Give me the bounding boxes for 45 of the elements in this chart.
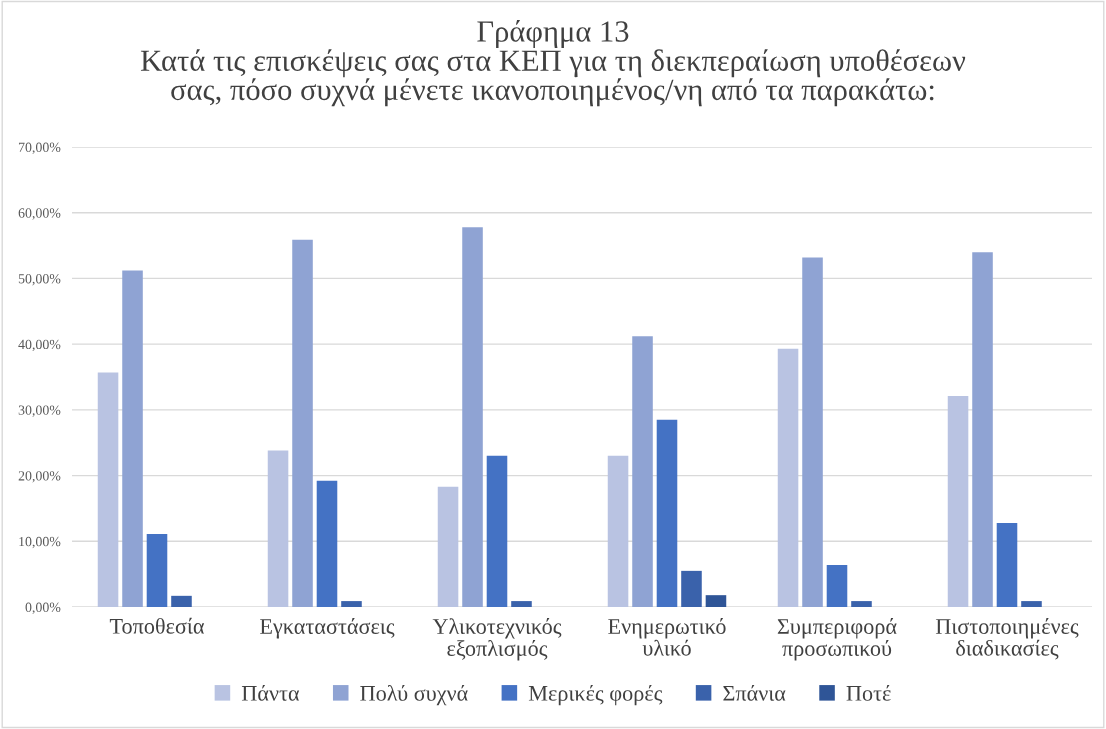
- bar: [972, 252, 993, 607]
- y-tick-label: 20,00%: [18, 471, 61, 483]
- y-tick-label: 60,00%: [18, 208, 61, 220]
- y-tick-label: 0,00%: [25, 602, 61, 614]
- x-tick-label: Εγκαταστάσεις: [260, 618, 395, 639]
- bar: [146, 534, 168, 607]
- bar: [607, 455, 629, 607]
- bar: [705, 595, 727, 607]
- legend-label: Πάντα: [241, 684, 300, 701]
- bar: [122, 270, 143, 607]
- bar: [826, 564, 848, 607]
- y-tick-label: 30,00%: [18, 405, 61, 417]
- x-tick-label: Συμπεριφορά προσωπικού: [777, 618, 897, 661]
- bar: [316, 480, 338, 607]
- bar: [996, 522, 1018, 607]
- bar: [681, 570, 702, 607]
- y-tick-label: 40,00%: [18, 339, 61, 352]
- bar: [632, 336, 653, 607]
- legend-label: Ποτέ: [846, 684, 891, 701]
- x-tick-label: Υλικοτεχνικός εξοπλισμός: [432, 618, 562, 661]
- bar: [341, 601, 362, 607]
- bar: [97, 372, 119, 607]
- x-tick-label: Ενημερωτικό υλικό: [608, 618, 726, 656]
- chart-title: Γράφημα 13 Κατά τις επισκέψεις σας στα ΚΕΠ για τη διεκπεραίωση υποθέσεων σας, πόσο συχνά μένετε ικανοποιημένος/νη από τα παρακάτω:: [140, 20, 966, 107]
- legend-label: Μερικές φορές: [528, 684, 663, 706]
- bar: [777, 348, 799, 607]
- bar: [947, 396, 969, 607]
- bar: [656, 419, 678, 607]
- legend-label: Πολύ συχνά: [360, 684, 468, 706]
- bar: [267, 450, 289, 607]
- bar: [171, 595, 192, 607]
- bar: [292, 239, 313, 607]
- y-tick-label: 70,00%: [18, 142, 61, 154]
- bar: [511, 601, 532, 607]
- bar: [486, 455, 508, 607]
- bar: [1021, 601, 1042, 607]
- x-tick-label: Πιστοποιημένες διαδικασίες: [935, 618, 1079, 660]
- legend-label: Σπάνια: [723, 684, 786, 701]
- x-tick-label: Τοποθεσία: [109, 617, 205, 634]
- bar: [437, 486, 459, 607]
- y-tick-label: 50,00%: [18, 274, 61, 286]
- bar: [462, 227, 483, 607]
- bar: [851, 601, 872, 607]
- y-tick-label: 10,00%: [19, 536, 61, 549]
- bar: [802, 257, 823, 607]
